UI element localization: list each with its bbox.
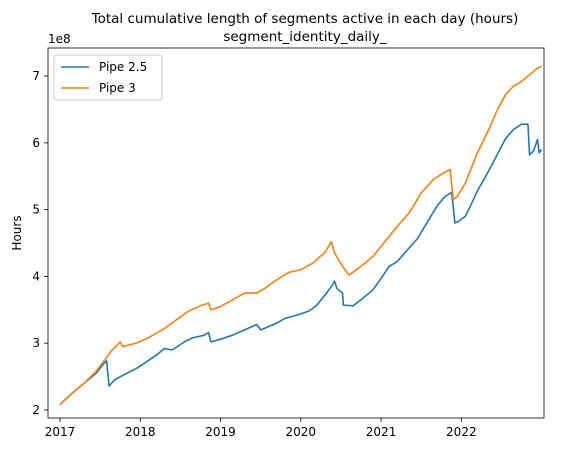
series-line-pipe-2-5 <box>59 123 543 406</box>
y-offset-label: 1e8 <box>48 32 71 46</box>
legend-label-pipe-3: Pipe 3 <box>99 81 136 95</box>
series-lines <box>59 65 543 406</box>
y-tick-label: 5 <box>32 203 40 217</box>
y-tick-label: 7 <box>32 69 40 83</box>
x-tick-label: 2018 <box>125 425 156 439</box>
x-axis-ticks: 2017 2018 2019 2020 2021 2022 <box>45 418 477 439</box>
plot-area <box>47 47 545 419</box>
y-axis-label: Hours <box>10 215 24 250</box>
y-axis-ticks: 2 3 4 5 6 7 <box>32 69 48 417</box>
y-tick-label: 2 <box>32 403 40 417</box>
x-tick-label: 2020 <box>286 425 317 439</box>
y-tick-label: 4 <box>32 269 40 283</box>
legend: Pipe 2.5 Pipe 3 <box>53 54 163 101</box>
chart-title: Total cumulative length of segments acti… <box>91 11 519 27</box>
x-tick-label: 2017 <box>45 425 76 439</box>
x-tick-label: 2021 <box>366 425 397 439</box>
legend-label-pipe-2-5: Pipe 2.5 <box>99 60 147 74</box>
x-tick-label: 2019 <box>205 425 236 439</box>
y-tick-label: 6 <box>32 136 40 150</box>
x-tick-label: 2022 <box>446 425 477 439</box>
chart-subtitle: segment_identity_daily_ <box>223 29 387 45</box>
series-line-pipe-3 <box>59 65 542 406</box>
y-tick-label: 3 <box>32 336 40 350</box>
